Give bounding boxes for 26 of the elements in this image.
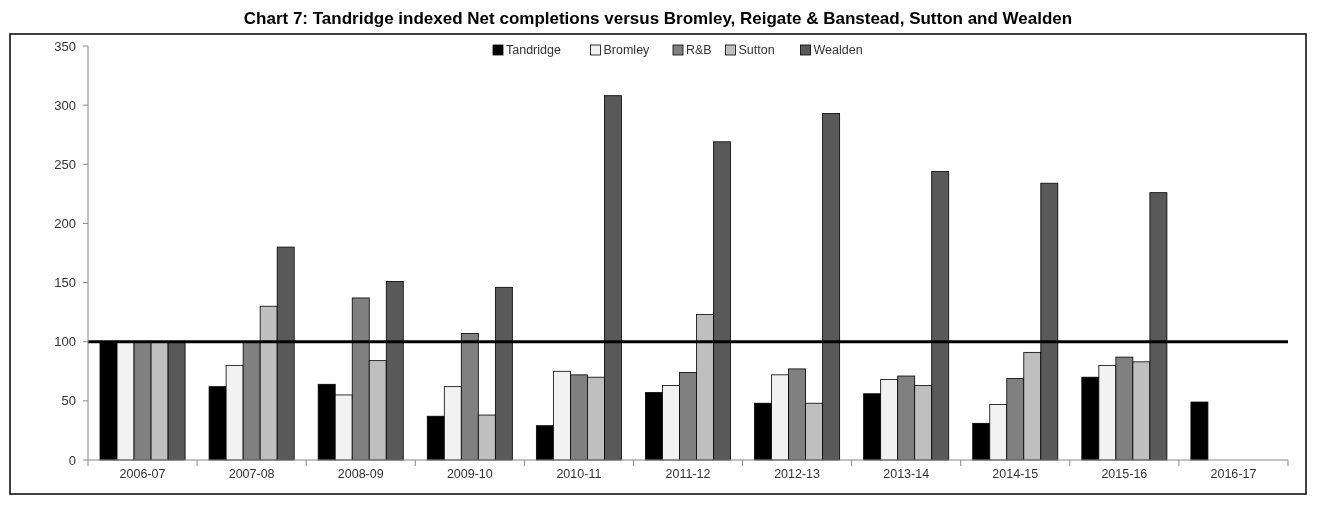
- bar: [1190, 401, 1209, 461]
- y-tick-label: 300: [54, 97, 76, 113]
- chart-title: Chart 7: Tandridge indexed Net completions versus Bromley, Reigate & Banstead, Sutton and Wealden: [243, 9, 1073, 28]
- x-tick-label: 2006-07: [119, 467, 166, 481]
- y-tick-label: 50: [61, 393, 76, 409]
- x-tick-label: 2012-13: [774, 467, 821, 481]
- x-tick-label: 2007-08: [228, 467, 275, 481]
- legend-label: R&B: [686, 43, 712, 58]
- x-tick-label: 2015-16: [1101, 467, 1148, 481]
- y-tick-label: 250: [54, 156, 76, 172]
- x-tick-label: 2013-14: [883, 467, 930, 481]
- legend-label: Wealden: [813, 43, 863, 58]
- x-tick-label: 2008-09: [337, 467, 384, 481]
- y-tick-label: 0: [68, 452, 76, 468]
- x-tick-label: 2010-11: [556, 467, 602, 481]
- legend-label: Sutton: [738, 43, 775, 58]
- y-tick-label: 150: [54, 275, 76, 291]
- x-tick-label: 2016-17: [1210, 467, 1257, 481]
- x-tick-label: 2009-10: [446, 467, 493, 481]
- x-tick-label: 2014-15: [992, 467, 1039, 481]
- y-tick-label: 350: [54, 38, 76, 54]
- legend-label: Bromley: [603, 43, 651, 58]
- x-tick-label: 2011-12: [665, 467, 711, 481]
- y-tick-label: 100: [54, 334, 76, 350]
- y-tick-label: 200: [54, 215, 76, 231]
- legend-label: Tandridge: [506, 43, 561, 58]
